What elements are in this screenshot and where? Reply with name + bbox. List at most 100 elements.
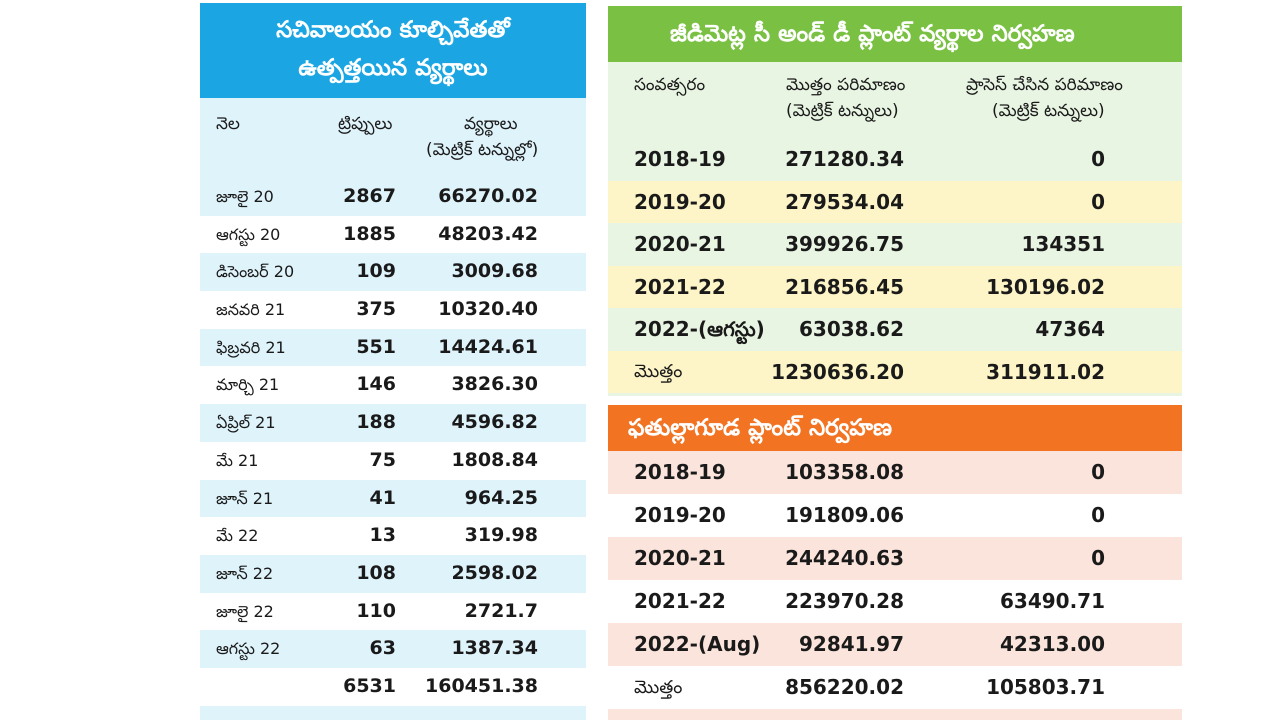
table-row: ఆగస్టు 22 63 1387.34 [200, 630, 586, 668]
table-row: 2022-(ఆగస్టు) 63038.62 47364 [608, 308, 1182, 351]
waste-cell: 2598.02 [451, 561, 538, 584]
year-cell: 2021-22 [634, 589, 726, 613]
year-cell: 2022-(ఆగస్టు) [634, 317, 765, 341]
title-line-1: సచివాలయం కూల్చివేతతో [276, 17, 510, 43]
trips-cell: 2867 [343, 185, 396, 207]
month-cell: ఫిబ్రవరి 21 [216, 337, 286, 357]
month-cell: ఏప్రిల్ 21 [216, 413, 276, 433]
year-cell: 2021-22 [634, 274, 726, 299]
waste-cell: 1387.34 [451, 637, 538, 660]
secretariat-table-header: నెల ట్రిప్పులు వ్యర్థాలు (మెట్రిక్ టన్ను… [200, 98, 586, 178]
total-cell: 223970.28 [785, 589, 904, 613]
trips-cell: 63 [369, 637, 396, 660]
month-cell: మే 21 [216, 450, 259, 470]
table-row: మే 21 75 1808.84 [200, 441, 586, 480]
waste-cell: 48203.42 [438, 222, 538, 245]
col-waste-unit: (మెట్రిక్ టన్నుల్లో) [426, 140, 539, 160]
trips-cell: 146 [356, 373, 396, 396]
fathullaguda-table-title: ఫతుల్లాగూడ ప్లాంట్ నిర్వహణ [608, 405, 1182, 451]
table-row: మార్చి 21 146 3826.30 [200, 366, 586, 405]
table-row: మే 22 13 319.98 [200, 517, 586, 555]
table-row: 2020-21 244240.63 0 [608, 537, 1182, 580]
month-cell: జూన్ 22 [216, 563, 274, 583]
processed-cell: 0 [1091, 147, 1105, 171]
waste-cell: 2721.7 [464, 599, 538, 622]
total-row: 6531 160451.38 [200, 667, 586, 706]
table-row: 2021-22 223970.28 63490.71 [608, 580, 1182, 623]
total-cell: 92841.97 [798, 632, 904, 656]
table-row: 2018-19 271280.34 0 [608, 138, 1182, 181]
processed-cell: 311911.02 [986, 359, 1105, 384]
table-row: ఆగస్టు 20 1885 48203.42 [200, 215, 586, 254]
title-line-2: ఉత్పత్తయిన వ్యర్థాలు [298, 55, 488, 81]
table-row: జనవరి 21 375 10320.40 [200, 291, 586, 329]
table-row: 2018-19 103358.08 0 [608, 451, 1182, 494]
jeedimetla-plant-table: జీడిమెట్ల సీ అండ్ డీ ప్లాంట్ వ్యర్థాల ని… [608, 6, 1182, 396]
processed-cell: 105803.71 [986, 675, 1105, 699]
jeedimetla-table-header: సంవత్సరం మొత్తం పరిమాణం (మెట్రిక్ టన్నుల… [608, 62, 1182, 138]
processed-cell: 0 [1091, 546, 1105, 570]
waste-cell: 14424.61 [438, 335, 538, 358]
year-cell: మొత్తం [634, 360, 683, 382]
col-processed-header: ప్రాసెస్ చేసిన పరిమాణం [966, 75, 1123, 95]
total-row: మొత్తం 856220.02 105803.71 [608, 666, 1182, 709]
year-cell: 2022-(Aug) [634, 632, 761, 656]
total-cell: 63038.62 [798, 317, 904, 341]
table-row: జూన్ 22 108 2598.02 [200, 555, 586, 593]
table-row: 2022-(Aug) 92841.97 42313.00 [608, 623, 1182, 666]
waste-cell: 66270.02 [438, 185, 538, 207]
col-trips-header: ట్రిప్పులు [338, 114, 393, 134]
waste-cell: 319.98 [464, 524, 538, 547]
waste-cell: 3826.30 [451, 373, 538, 396]
processed-cell: 0 [1091, 460, 1105, 484]
jeedimetla-table-body: 2018-19 271280.34 0 2019-20 279534.04 0 2020-2… [608, 138, 1182, 393]
fathullaguda-plant-table: ఫతుల్లాగూడ ప్లాంట్ నిర్వహణ 2018-19 103358… [608, 405, 1182, 720]
processed-cell: 0 [1091, 503, 1105, 527]
waste-cell: 160451.38 [425, 674, 538, 697]
year-cell: 2019-20 [634, 189, 726, 214]
month-cell: జూలై 20 [216, 187, 274, 206]
total-cell: 191809.06 [785, 503, 904, 527]
processed-cell: 0 [1091, 189, 1105, 214]
trips-cell: 110 [356, 599, 396, 622]
col-total-unit: (మెట్రిక్ టన్నులు) [786, 101, 899, 121]
table-row: జూలై 20 2867 66270.02 [200, 178, 586, 216]
processed-cell: 63490.71 [999, 589, 1105, 613]
table-row: జూలై 22 110 2721.7 [200, 592, 586, 631]
table-row: ఫిబ్రవరి 21 551 14424.61 [200, 329, 586, 367]
processed-cell: 130196.02 [986, 274, 1105, 299]
total-cell: 216856.45 [785, 274, 904, 299]
total-cell: 856220.02 [785, 675, 904, 699]
jeedimetla-table-title: జీడిమెట్ల సీ అండ్ డీ ప్లాంట్ వ్యర్థాల ని… [608, 6, 1182, 62]
year-cell: 2018-19 [634, 147, 726, 171]
year-cell: 2019-20 [634, 503, 726, 527]
year-cell: 2020-21 [634, 232, 726, 256]
table-row: 2021-22 216856.45 130196.02 [608, 265, 1182, 308]
secretariat-waste-table: సచివాలయం కూల్చివేతతో ఉత్పత్తయిన వ్యర్థాల… [200, 3, 586, 720]
waste-cell: 3009.68 [451, 260, 538, 283]
year-cell: 2020-21 [634, 546, 726, 570]
col-waste-header: వ్యర్థాలు [464, 114, 518, 134]
trips-cell: 13 [369, 524, 396, 547]
month-cell: జూన్ 21 [216, 488, 274, 508]
col-month-header: నెల [216, 114, 240, 134]
month-cell: మే 22 [216, 526, 259, 546]
trips-cell: 375 [356, 298, 396, 321]
year-cell: 2018-19 [634, 460, 726, 484]
fathullaguda-table-body: 2018-19 103358.08 0 2019-20 191809.06 0 2020-2… [608, 451, 1182, 709]
trips-cell: 6531 [343, 674, 396, 697]
total-cell: 1230636.20 [771, 359, 904, 384]
waste-cell: 4596.82 [451, 411, 538, 434]
total-row: మొత్తం 1230636.20 311911.02 [608, 350, 1182, 393]
trips-cell: 109 [356, 260, 396, 283]
table-row: ఏప్రిల్ 21 188 4596.82 [200, 404, 586, 442]
table-row: జూన్ 21 41 964.25 [200, 480, 586, 518]
secretariat-table-title: సచివాలయం కూల్చివేతతో ఉత్పత్తయిన వ్యర్థాల… [200, 3, 586, 98]
table-row: డిసెంబర్ 20 109 3009.68 [200, 253, 586, 291]
col-total-header: మొత్తం పరిమాణం [786, 75, 906, 95]
month-cell: మార్చి 21 [216, 375, 280, 395]
trips-cell: 41 [369, 486, 396, 509]
month-cell: జనవరి 21 [216, 300, 286, 320]
trips-cell: 551 [356, 335, 396, 358]
col-processed-unit: (మెట్రిక్ టన్నులు) [992, 101, 1105, 121]
